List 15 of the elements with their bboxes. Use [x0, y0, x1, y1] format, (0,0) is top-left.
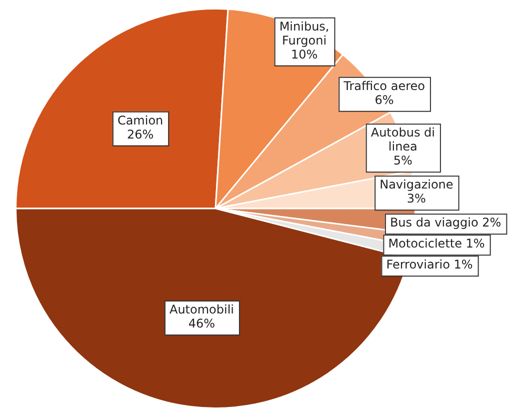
slice-label: Camion	[117, 114, 164, 128]
slice-label: Motociclette 1%	[388, 236, 485, 251]
data-label: 5%	[393, 154, 412, 168]
data-label: 6%	[374, 93, 394, 108]
slice-label: Ferroviario 1%	[386, 258, 473, 272]
data-label: 3%	[406, 192, 426, 206]
slice-label: Navigazione	[380, 178, 454, 192]
slice-label: Minibus, Furgoni	[279, 19, 330, 48]
data-label: 26%	[126, 128, 154, 142]
slice-label: Traffico aereo	[342, 79, 425, 94]
data-label: 46%	[188, 316, 216, 331]
slice-label: Autobus di linea	[370, 126, 435, 154]
slice-label: Automobili	[169, 302, 234, 317]
slice-label: Bus da viaggio 2%	[390, 216, 502, 230]
data-label: 10%	[290, 47, 318, 62]
